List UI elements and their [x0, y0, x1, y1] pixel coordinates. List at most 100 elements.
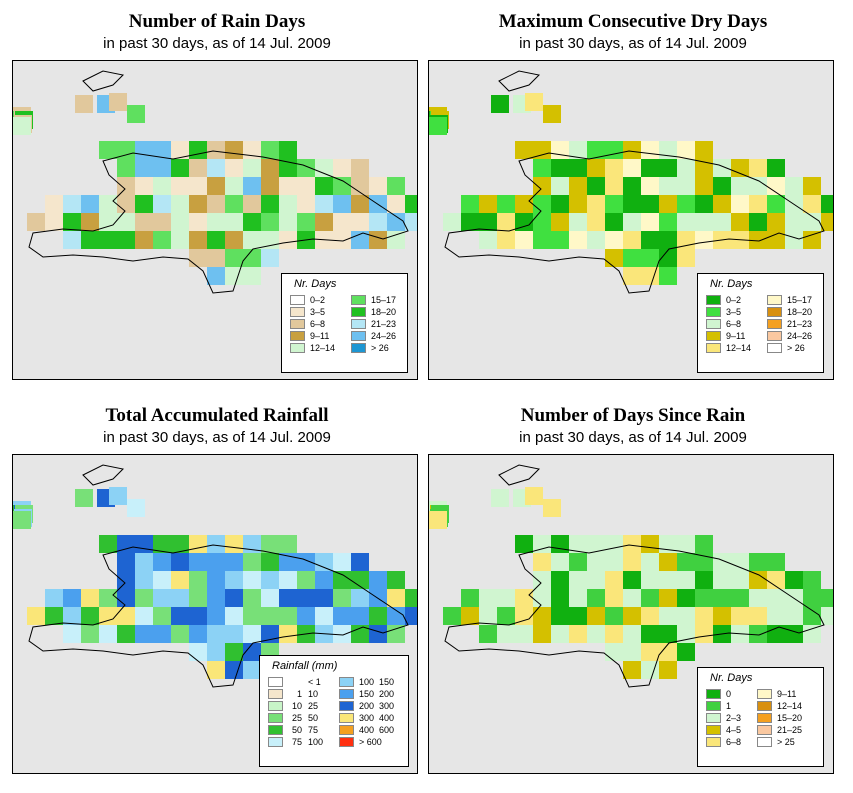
- map-cell: [543, 105, 561, 123]
- map-cell: [767, 159, 785, 177]
- map-cell: [587, 195, 605, 213]
- map-cell: [243, 553, 261, 571]
- map-cell: [623, 553, 641, 571]
- map-cell: [821, 607, 833, 625]
- legend-label: 0: [726, 689, 732, 699]
- map-cell: [225, 195, 243, 213]
- legend-swatch: [767, 319, 783, 329]
- map-cell: [749, 213, 767, 231]
- map-cell: [261, 159, 279, 177]
- map-cell: [99, 195, 117, 213]
- map-cell: [749, 195, 767, 213]
- map-cell: [333, 571, 351, 589]
- map-cell: [803, 177, 821, 195]
- map-cell: [261, 571, 279, 589]
- map-cell: [695, 213, 713, 231]
- legend-label-high: 25: [308, 701, 319, 711]
- map-cell: [315, 177, 333, 195]
- legend-swatch: [706, 307, 721, 317]
- legend-swatch: [351, 331, 367, 341]
- map-cell: [677, 141, 695, 159]
- map-cell: [243, 625, 261, 643]
- map-cell: [153, 231, 171, 249]
- map-cell: [153, 195, 171, 213]
- map-cell: [767, 195, 785, 213]
- legend-item: 9–11: [290, 330, 335, 342]
- map-cell: [99, 141, 117, 159]
- island-outline: [498, 70, 541, 92]
- legend-item: 0–2: [290, 294, 335, 306]
- map-cell: [153, 141, 171, 159]
- map-cell: [225, 249, 243, 267]
- legend-swatch: [351, 343, 367, 353]
- legend-item: 1: [706, 700, 741, 712]
- map-cell: [225, 141, 243, 159]
- legend-label-low: > 600: [359, 737, 382, 747]
- legend-swatch: [290, 295, 305, 305]
- map-cell: [279, 159, 297, 177]
- map-cell: [695, 159, 713, 177]
- map-cell: [543, 499, 561, 517]
- map-cell: [387, 589, 405, 607]
- map-cell: [587, 213, 605, 231]
- legend-item: 0: [706, 688, 741, 700]
- legend-label: 9–11: [310, 331, 330, 341]
- map-cell: [189, 643, 207, 661]
- map-cell: [515, 589, 533, 607]
- map-cell: [405, 195, 417, 213]
- legend-label-low: 50: [291, 725, 302, 735]
- map-cell: [99, 535, 117, 553]
- map-cell: [623, 267, 641, 285]
- map-cell: [261, 195, 279, 213]
- map-cell: [243, 267, 261, 285]
- legend-item: 9–11: [757, 688, 802, 700]
- map-cell: [587, 535, 605, 553]
- legend-item: 100 150: [339, 676, 394, 688]
- legend-label: > 25: [777, 737, 795, 747]
- map-cell: [551, 571, 569, 589]
- map-cell: [461, 213, 479, 231]
- map-cell: [659, 249, 677, 267]
- map-cell: [479, 607, 497, 625]
- map-cell: [189, 589, 207, 607]
- map-cell: [297, 177, 315, 195]
- map-cell: [315, 213, 333, 231]
- legend-title: Nr. Days: [294, 278, 337, 290]
- map-cell: [515, 535, 533, 553]
- map-cell: [677, 195, 695, 213]
- legend-item: 21–23: [351, 318, 396, 330]
- map-cell: [767, 553, 785, 571]
- map-cell: [623, 249, 641, 267]
- map-cell: [587, 625, 605, 643]
- map-cell: [153, 625, 171, 643]
- map-cell: [207, 625, 225, 643]
- map-cell: [333, 625, 351, 643]
- map-cell: [75, 95, 93, 113]
- map-cell: [99, 625, 117, 643]
- map-cell: [821, 589, 833, 607]
- legend-item: 6–8: [706, 736, 741, 748]
- legend-item: > 26: [351, 342, 396, 354]
- map-cell: [731, 159, 749, 177]
- map-cell: [135, 535, 153, 553]
- legend-swatch: [290, 319, 305, 329]
- legend-label: 6–8: [726, 319, 742, 329]
- map-cell: [587, 571, 605, 589]
- legend-title: Rainfall (mm): [272, 660, 338, 672]
- map-cell: [551, 553, 569, 571]
- map-cell: [533, 571, 551, 589]
- map-cell: [225, 571, 243, 589]
- map-cell: [695, 177, 713, 195]
- map-cell: [569, 195, 587, 213]
- map-cell: [731, 589, 749, 607]
- map-cell: [63, 231, 81, 249]
- map-cell: [261, 607, 279, 625]
- map-cell: [767, 589, 785, 607]
- map-cell: [605, 643, 623, 661]
- map-cell: [387, 195, 405, 213]
- map-cell: [171, 589, 189, 607]
- map-cell: [225, 625, 243, 643]
- map-cell: [641, 231, 659, 249]
- map-cell: [135, 231, 153, 249]
- legend-swatch: [757, 725, 773, 735]
